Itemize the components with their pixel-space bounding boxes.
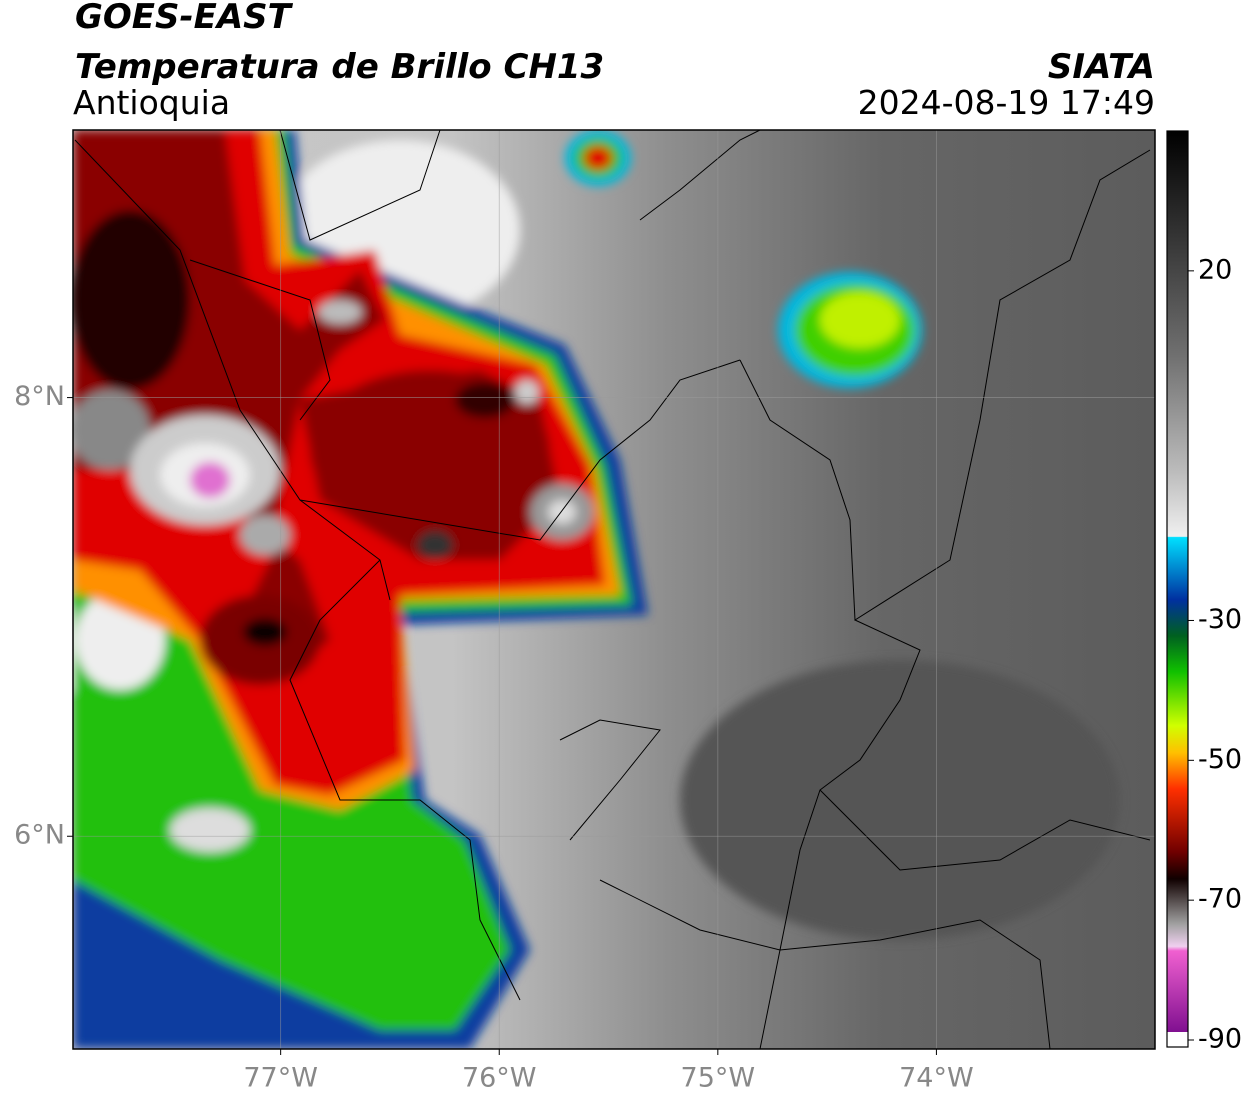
colorbar-tick-label: -50	[1198, 744, 1242, 775]
colorbar-extension	[1167, 1032, 1188, 1047]
colorbar	[1166, 130, 1189, 1048]
x-tick-label: 76°W	[462, 1063, 537, 1094]
timestamp: 2024-08-19 17:49	[858, 83, 1155, 122]
y-tick-label: 8°N	[14, 381, 65, 412]
y-tick-label: 6°N	[14, 820, 65, 851]
product-title: Temperatura de Brillo CH13	[75, 47, 604, 87]
x-tick-label: 75°W	[681, 1063, 756, 1094]
x-tick-label: 77°W	[243, 1063, 318, 1094]
colorbar-tick-label: -90	[1198, 1024, 1242, 1055]
borders	[74, 130, 1151, 1049]
x-tick-label: 74°W	[899, 1063, 974, 1094]
agency: SIATA	[1048, 47, 1155, 87]
graticule	[73, 130, 1155, 1049]
map-frame	[72, 129, 1156, 1050]
satellite-image	[73, 130, 1155, 1049]
colorbar-tick-label: 20	[1198, 254, 1232, 285]
satellite-title: GOES-EAST	[75, 0, 294, 37]
colorbar-tick-label: -30	[1198, 604, 1242, 635]
colorbar-frame	[1166, 130, 1189, 1048]
colorbar-tick-label: -70	[1198, 884, 1242, 915]
region: Antioquia	[73, 83, 230, 122]
colorbar-gradient	[1167, 131, 1188, 1032]
